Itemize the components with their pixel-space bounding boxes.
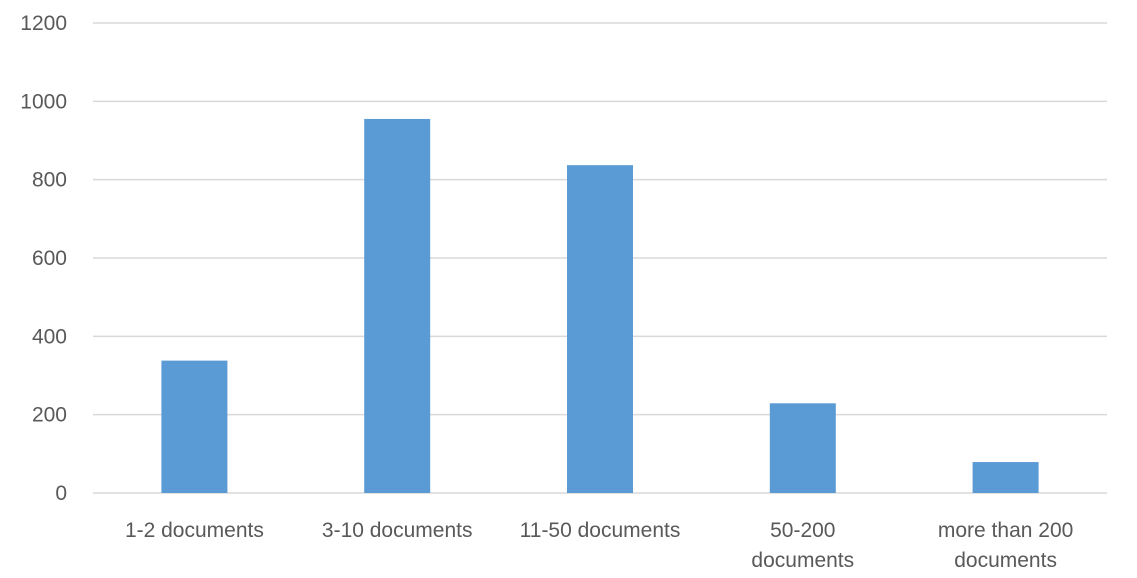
x-tick-label-4: 50-200 documents xyxy=(751,519,854,572)
y-tick-label-800: 800 xyxy=(32,169,67,192)
x-tick-label-line: 1-2 documents xyxy=(125,519,264,542)
x-tick-label-line: 11-50 documents xyxy=(520,519,681,542)
y-tick-label-1200: 1200 xyxy=(20,12,67,35)
bar-3 xyxy=(567,165,633,494)
y-tick-label-600: 600 xyxy=(32,247,67,270)
y-tick-label-1000: 1000 xyxy=(20,90,67,113)
x-tick-label-line: documents xyxy=(751,549,854,572)
x-tick-label-line: 50-200 xyxy=(770,519,835,542)
bar-1 xyxy=(161,360,228,493)
bar-2 xyxy=(364,118,431,493)
y-axis-tick-labels: 0 200 400 600 800 1000 1200 xyxy=(20,12,67,505)
bars xyxy=(161,118,1039,494)
x-tick-label-5: more than 200 documents xyxy=(938,519,1073,572)
x-tick-label-1: 1-2 documents xyxy=(125,519,264,542)
x-tick-label-line: 3-10 documents xyxy=(322,519,473,542)
y-tick-label-200: 200 xyxy=(32,404,67,427)
y-tick-label-400: 400 xyxy=(32,325,67,348)
y-tick-label-0: 0 xyxy=(55,482,67,505)
x-tick-label-line: more than 200 xyxy=(938,519,1073,542)
bar-4 xyxy=(769,403,836,493)
bar-5 xyxy=(972,462,1039,493)
x-tick-label-3: 11-50 documents xyxy=(520,519,681,542)
x-axis-tick-labels: 1-2 documents 3-10 documents 11-50 documen… xyxy=(125,519,1073,572)
x-tick-label-2: 3-10 documents xyxy=(322,519,473,542)
x-tick-label-line: documents xyxy=(954,549,1057,572)
